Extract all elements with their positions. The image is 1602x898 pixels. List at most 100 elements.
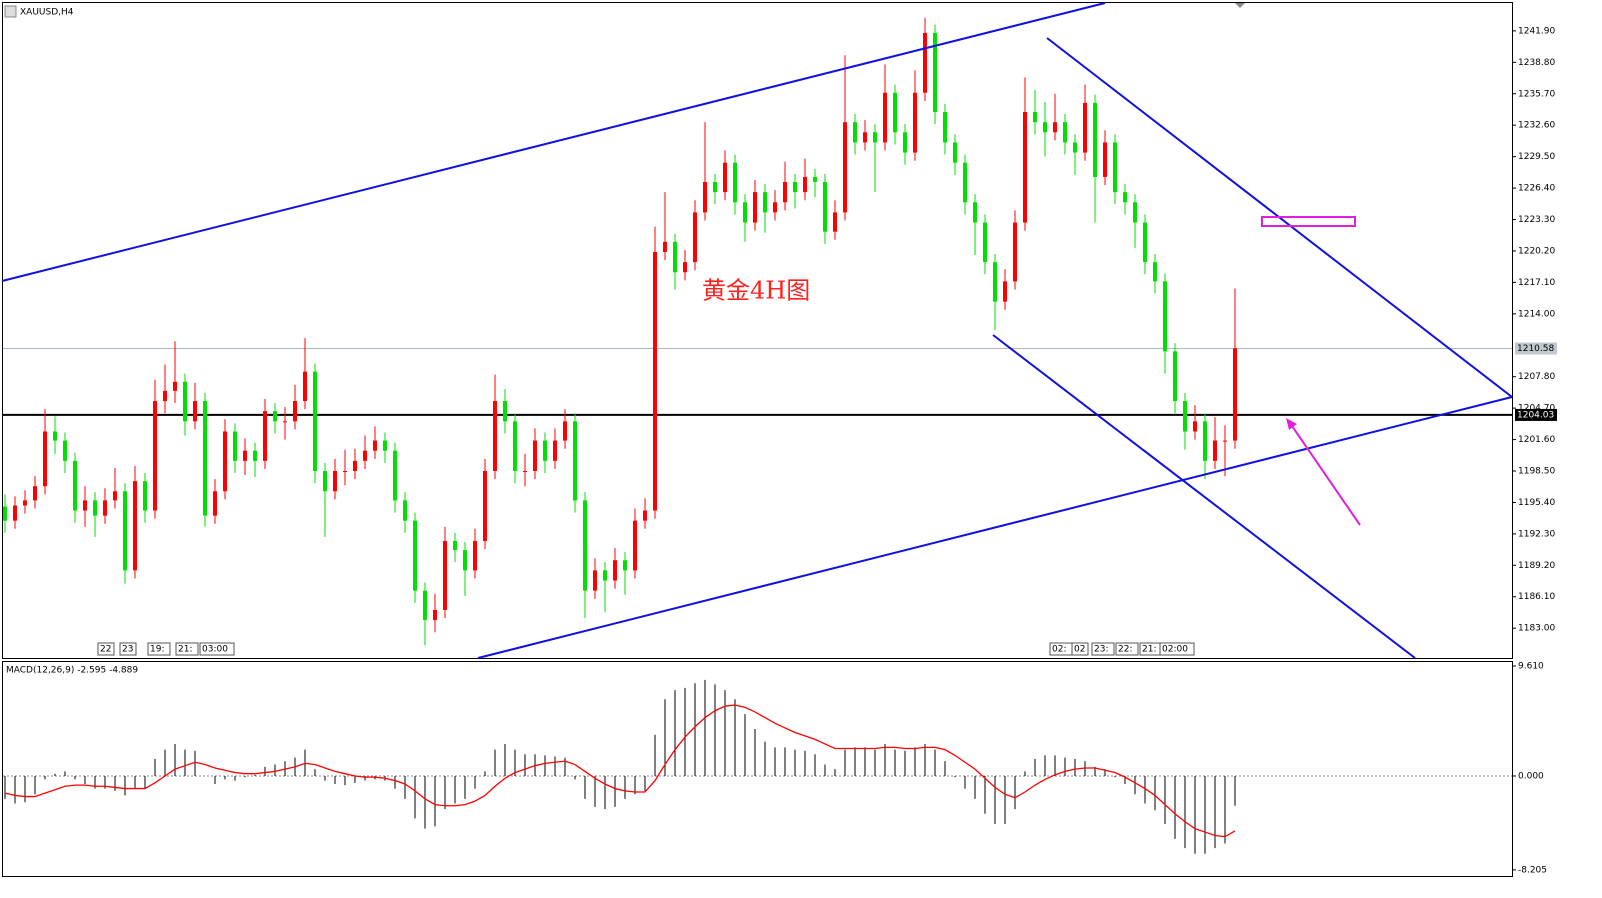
y-tick-label: 1195.40 — [1518, 498, 1555, 508]
y-tick-label: 1223.30 — [1518, 215, 1555, 225]
target-box — [1261, 216, 1356, 227]
candle-body — [33, 486, 37, 501]
candle-body — [993, 262, 997, 302]
candle-body — [223, 431, 227, 492]
candle-body — [663, 241, 667, 252]
macd-title: MACD(12,26,9) -2.595 -4.889 — [6, 666, 138, 676]
candle-body — [473, 540, 477, 571]
y-tick-label: 1204.70 — [1518, 404, 1555, 414]
candle-body — [3, 506, 7, 521]
candle-body — [1093, 102, 1097, 177]
candle-body — [483, 471, 487, 541]
candle-body — [573, 421, 577, 501]
y-tick-label: 1232.60 — [1518, 121, 1555, 131]
candle-body — [973, 202, 977, 223]
candle-body — [1043, 122, 1047, 133]
candle-body — [253, 450, 257, 461]
candle-body — [563, 421, 567, 441]
candle-body — [643, 510, 647, 521]
candle-body — [533, 440, 537, 472]
y-tick-label: 1217.10 — [1518, 278, 1555, 288]
candle-body — [673, 241, 677, 273]
candle-body — [883, 92, 887, 143]
candle-body — [603, 570, 607, 581]
candle-body — [1163, 281, 1167, 352]
candle-body — [1083, 102, 1087, 153]
drawings — [1, 2, 1513, 659]
candle-body — [1063, 122, 1067, 143]
time-marker: 22: — [1118, 645, 1132, 655]
candle-body — [23, 500, 27, 506]
candle-body — [1103, 142, 1107, 177]
candle-body — [583, 500, 587, 591]
time-marker: 21: — [1142, 645, 1156, 655]
candle-body — [1133, 202, 1137, 223]
candle-body — [363, 450, 367, 461]
candle-body — [173, 381, 177, 391]
candle-body — [543, 440, 547, 461]
macd-frame — [2, 661, 1513, 877]
candle-body — [103, 500, 107, 516]
candle-body — [133, 481, 137, 571]
candle-body — [923, 32, 927, 93]
candle-body — [183, 381, 187, 422]
time-marker: 02:00 — [1162, 645, 1188, 655]
time-marker: 21: — [178, 645, 192, 655]
candle-body — [443, 540, 447, 610]
candle-body — [793, 181, 797, 193]
arrow-shaft — [1291, 425, 1361, 526]
time-marker-box — [1091, 642, 1115, 656]
candle-body — [193, 401, 197, 422]
candle-body — [403, 500, 407, 521]
macd-tick-label: -8.205 — [1518, 865, 1547, 875]
time-marker-box — [147, 642, 171, 656]
candle-body — [943, 112, 947, 143]
time-marker: 19: — [150, 645, 164, 655]
candle-body — [853, 122, 857, 143]
candle-body — [523, 471, 527, 473]
time-marker: 03:00 — [202, 645, 228, 655]
candle-body — [803, 176, 807, 193]
y-tick-label: 1183.00 — [1518, 624, 1555, 634]
candle-body — [1053, 122, 1057, 133]
time-marker: 23: — [1094, 645, 1108, 655]
candle-body — [513, 421, 517, 472]
time-marker-box — [97, 642, 115, 656]
candle-body — [1193, 421, 1197, 432]
current-price-label: 1210.58 — [1517, 344, 1554, 354]
candle-body — [463, 550, 467, 571]
candle-body — [213, 491, 217, 516]
candle-body — [783, 181, 787, 203]
candle-body — [1203, 421, 1207, 461]
candle-body — [1033, 112, 1037, 123]
y-tick-label: 1186.10 — [1518, 592, 1555, 602]
candle-body — [383, 440, 387, 451]
candle-body — [273, 411, 277, 422]
candle-body — [913, 92, 917, 153]
time-marker: 02: — [1052, 645, 1066, 655]
main-frame — [2, 2, 1513, 659]
candle-body — [263, 411, 267, 461]
candle-body — [833, 212, 837, 232]
candle-body — [593, 570, 597, 591]
time-marker-box — [1071, 642, 1089, 656]
candle-body — [1183, 401, 1187, 432]
candle-body — [753, 192, 757, 223]
y-tick-label: 1229.50 — [1518, 152, 1555, 162]
candle-body — [203, 401, 207, 516]
time-marker-box — [199, 642, 235, 656]
candle-body — [343, 471, 347, 473]
candle-body — [723, 162, 727, 193]
candle-body — [63, 440, 67, 461]
candle-body — [873, 132, 877, 143]
annotation: 黄金4H图 — [702, 277, 810, 305]
candle-body — [1023, 112, 1027, 223]
candle-body — [1123, 192, 1127, 203]
candle-body — [13, 505, 17, 521]
candle-body — [1223, 440, 1227, 442]
candle-body — [773, 202, 777, 213]
time-marker-box — [175, 642, 199, 656]
candle-body — [1233, 348, 1237, 441]
y-tick-label: 1207.80 — [1518, 372, 1555, 382]
